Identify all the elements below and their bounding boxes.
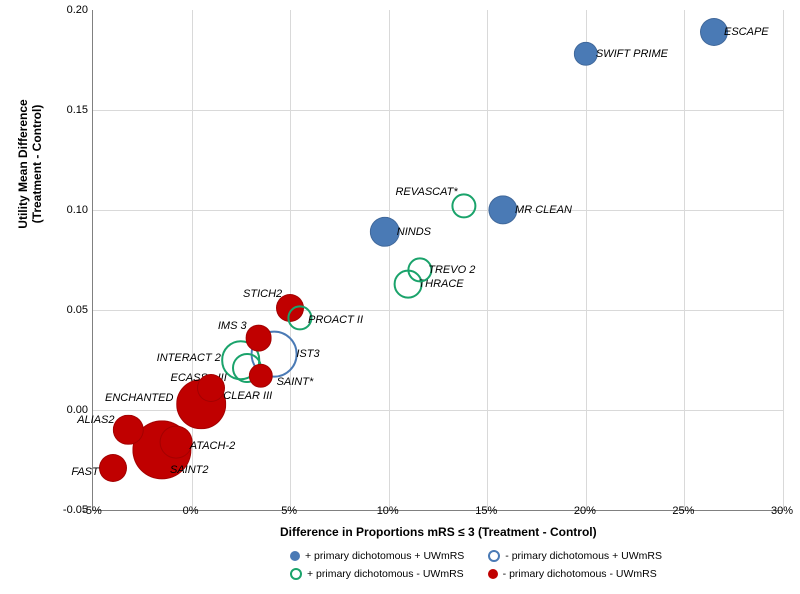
data-point-label: SWIFT PRIME <box>596 48 668 60</box>
x-tick-label: 20% <box>574 505 596 517</box>
gridline-vertical <box>684 10 685 510</box>
legend-row: + primary dichotomous - UWmRS - primary … <box>290 568 662 580</box>
x-tick-label: 25% <box>672 505 694 517</box>
data-point <box>370 217 400 247</box>
data-point-label: ENCHANTED <box>105 392 173 404</box>
gridline-horizontal <box>93 210 783 211</box>
plot-area: SAINT2 ENCHANTED IST3 INTERACT 2 ATACH-2 NIND… <box>92 10 783 511</box>
legend-item-blue-filled: + primary dichotomous + UWmRS <box>290 550 464 562</box>
gridline-vertical <box>783 10 784 510</box>
y-tick-label: 0.15 <box>67 104 88 116</box>
data-point-label: MR CLEAN <box>515 204 572 216</box>
y-tick-label: 0.20 <box>67 4 88 16</box>
data-point-label: ATACH-2 <box>190 440 235 452</box>
x-tick-label: 5% <box>281 505 297 517</box>
data-point <box>248 364 272 388</box>
gridline-horizontal <box>93 310 783 311</box>
circle-icon <box>290 551 300 561</box>
x-axis-title: Difference in Proportions mRS ≤ 3 (Treat… <box>280 525 597 539</box>
circle-icon <box>488 550 500 562</box>
data-point-label: INTERACT 2 <box>157 352 221 364</box>
data-point-label: REVASCAT* <box>395 186 457 198</box>
data-point-label: FAST <box>71 466 98 478</box>
data-point <box>99 454 127 482</box>
data-point <box>488 195 517 224</box>
gridline-vertical <box>290 10 291 510</box>
data-point <box>197 374 225 402</box>
gridline-vertical <box>389 10 390 510</box>
data-point-label: ALIAS2 <box>77 414 114 426</box>
data-point <box>159 426 192 459</box>
gridline-vertical <box>487 10 488 510</box>
legend-item-blue-open: - primary dichotomous + UWmRS <box>488 550 662 562</box>
x-tick-label: 30% <box>771 505 793 517</box>
legend: + primary dichotomous + UWmRS - primary … <box>290 550 662 586</box>
data-point-label: STICH2 <box>243 288 282 300</box>
gridline-horizontal <box>93 110 783 111</box>
data-point-label: ESCAPE <box>724 26 769 38</box>
data-point-label: IST3 <box>296 348 319 360</box>
x-tick-label: -5% <box>82 505 102 517</box>
legend-row: + primary dichotomous + UWmRS - primary … <box>290 550 662 562</box>
data-point-label: SAINT2 <box>170 464 209 476</box>
legend-item-red-filled: - primary dichotomous - UWmRS <box>488 568 657 580</box>
x-tick-label: 0% <box>183 505 199 517</box>
scatter-chart: Utility Mean Difference (Treatment - Con… <box>0 0 800 594</box>
legend-item-green-open: + primary dichotomous - UWmRS <box>290 568 464 580</box>
data-point-label: NINDS <box>397 226 431 238</box>
y-tick-label: 0.05 <box>67 304 88 316</box>
data-point <box>245 325 272 352</box>
circle-icon <box>488 569 498 579</box>
data-point-label: PROACT II <box>308 314 363 326</box>
gridline-vertical <box>586 10 587 510</box>
x-tick-label: 15% <box>475 505 497 517</box>
y-tick-label: 0.10 <box>67 204 88 216</box>
data-point-label: SAINT* <box>277 376 314 388</box>
data-point-label: TREVO 2 <box>428 264 475 276</box>
circle-icon <box>290 568 302 580</box>
data-point-label: CLEAR III <box>223 390 272 402</box>
data-point-label: IMS 3 <box>218 320 247 332</box>
data-point <box>574 42 598 66</box>
x-tick-label: 10% <box>377 505 399 517</box>
gridline-vertical <box>192 10 193 510</box>
